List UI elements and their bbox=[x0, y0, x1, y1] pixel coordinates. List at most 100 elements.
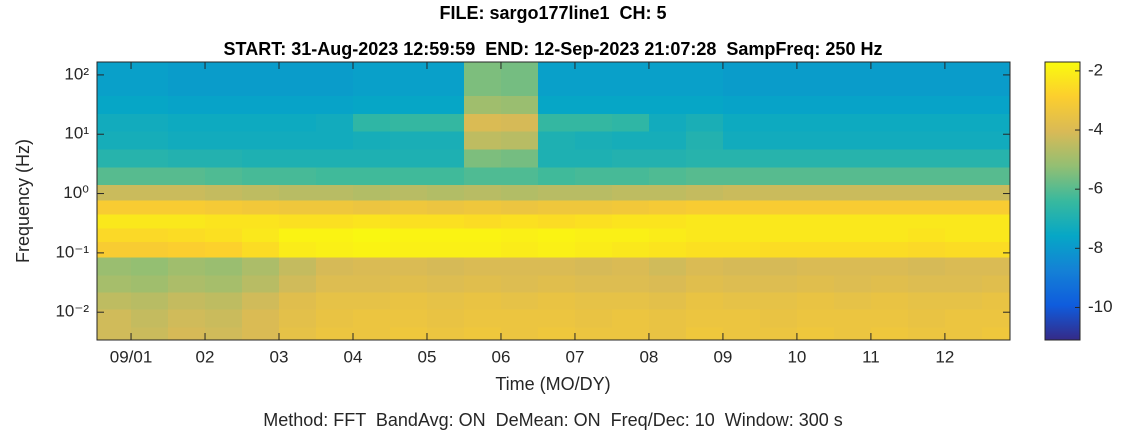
spectrogram-cell bbox=[574, 148, 613, 168]
spectrogram-cell bbox=[131, 257, 169, 276]
spectrogram-cell bbox=[168, 148, 206, 168]
spectrogram-cell bbox=[500, 257, 539, 276]
spectrogram-cell bbox=[796, 291, 835, 310]
spectrogram-cell bbox=[907, 113, 946, 132]
spectrogram-cell bbox=[279, 309, 317, 328]
x-tick-label: 09 bbox=[713, 347, 732, 366]
spectrogram-cell bbox=[833, 62, 872, 96]
spectrogram-cell bbox=[796, 274, 835, 293]
spectrogram-cell bbox=[279, 113, 317, 132]
spectrogram-cell bbox=[500, 148, 539, 168]
spectrogram-cell bbox=[463, 274, 502, 293]
spectrogram-cell bbox=[131, 113, 169, 132]
spectrogram-cell bbox=[685, 184, 724, 201]
spectrogram-cell bbox=[500, 113, 539, 132]
spectrogram-cell bbox=[168, 62, 206, 96]
spectrogram-cell bbox=[648, 166, 687, 186]
spectrogram-cell bbox=[796, 213, 835, 229]
spectrogram-cell bbox=[722, 274, 761, 293]
spectrogram-cell bbox=[648, 227, 687, 243]
colorbar bbox=[1044, 61, 1081, 341]
spectrogram-cell bbox=[279, 213, 317, 229]
spectrogram-cell bbox=[500, 166, 539, 186]
spectrogram-cell bbox=[352, 166, 391, 186]
spectrogram-cell bbox=[352, 309, 391, 328]
spectrogram-cell bbox=[870, 227, 909, 243]
spectrogram-cell bbox=[796, 326, 835, 341]
spectrogram-cell bbox=[242, 257, 280, 276]
spectrogram-cell bbox=[981, 62, 1011, 96]
spectrogram-cell bbox=[759, 166, 798, 186]
spectrogram-cell bbox=[759, 274, 798, 293]
spectrogram-cell bbox=[242, 131, 280, 150]
spectrogram-cell bbox=[352, 184, 391, 201]
spectrogram-cell bbox=[389, 291, 428, 310]
spectrogram-cell bbox=[316, 291, 354, 310]
spectrogram-cell bbox=[97, 326, 132, 341]
spectrogram-cell bbox=[722, 227, 761, 243]
spectrogram-cell bbox=[981, 166, 1011, 186]
spectrogram-cell bbox=[131, 326, 169, 341]
spectrogram-cell bbox=[981, 326, 1011, 341]
spectrogram-cell bbox=[833, 148, 872, 168]
spectrogram-cell bbox=[907, 291, 946, 310]
spectrogram-cell bbox=[981, 113, 1011, 132]
spectrogram-cell bbox=[944, 200, 983, 215]
spectrogram-cell bbox=[907, 200, 946, 215]
spectrogram-cell bbox=[426, 62, 465, 96]
spectrogram-cell bbox=[168, 200, 206, 215]
spectrogram-cells bbox=[97, 62, 1011, 341]
spectrogram-cell bbox=[463, 291, 502, 310]
spectrogram-cell bbox=[796, 200, 835, 215]
spectrogram-cell bbox=[722, 62, 761, 96]
spectrogram-cell bbox=[205, 166, 243, 186]
spectrogram-cell bbox=[97, 131, 132, 150]
spectrogram-cell bbox=[907, 166, 946, 186]
spectrogram-cell bbox=[796, 113, 835, 132]
spectrogram-cell bbox=[907, 241, 946, 258]
spectrogram-cell bbox=[97, 166, 132, 186]
spectrogram-cell bbox=[97, 227, 132, 243]
spectrogram-cell bbox=[759, 227, 798, 243]
spectrogram-cell bbox=[389, 166, 428, 186]
spectrogram-cell bbox=[316, 274, 354, 293]
spectrogram-cell bbox=[870, 200, 909, 215]
spectrogram-cell bbox=[242, 241, 280, 258]
spectrogram-cell bbox=[537, 184, 576, 201]
spectrogram-cell bbox=[500, 274, 539, 293]
spectrogram-cell bbox=[685, 241, 724, 258]
spectrogram-cell bbox=[574, 257, 613, 276]
spectrogram-cell bbox=[759, 326, 798, 341]
spectrogram-cell bbox=[870, 62, 909, 96]
spectrogram-cell bbox=[389, 227, 428, 243]
plot-frame bbox=[96, 61, 1011, 341]
spectrogram-cell bbox=[537, 241, 576, 258]
spectrogram-cell bbox=[722, 148, 761, 168]
spectrogram-cell bbox=[759, 241, 798, 258]
spectrogram-cell bbox=[574, 326, 613, 341]
spectrogram-cell bbox=[611, 131, 650, 150]
spectrogram-cell bbox=[685, 274, 724, 293]
spectrogram-cell bbox=[722, 166, 761, 186]
spectrogram-cell bbox=[944, 184, 983, 201]
spectrogram-cell bbox=[97, 113, 132, 132]
spectrogram-cell bbox=[796, 131, 835, 150]
spectrogram-cell bbox=[168, 291, 206, 310]
spectrogram-cell bbox=[389, 184, 428, 201]
spectrogram-cell bbox=[537, 213, 576, 229]
spectrogram-cell bbox=[168, 166, 206, 186]
spectrogram-cell bbox=[907, 213, 946, 229]
spectrogram-cell bbox=[833, 274, 872, 293]
spectrogram-cell bbox=[648, 148, 687, 168]
spectrogram-cell bbox=[870, 184, 909, 201]
spectrogram-cell bbox=[685, 309, 724, 328]
spectrogram-cell bbox=[389, 257, 428, 276]
colorbar-tick-label: -10 bbox=[1088, 297, 1113, 316]
spectrogram-cell bbox=[279, 148, 317, 168]
spectrogram-cell bbox=[168, 184, 206, 201]
spectrogram-cell bbox=[205, 148, 243, 168]
colorbar-tick-label: -4 bbox=[1088, 120, 1103, 139]
spectrogram-cell bbox=[537, 309, 576, 328]
spectrogram-cell bbox=[463, 227, 502, 243]
spectrogram-cell bbox=[981, 291, 1011, 310]
